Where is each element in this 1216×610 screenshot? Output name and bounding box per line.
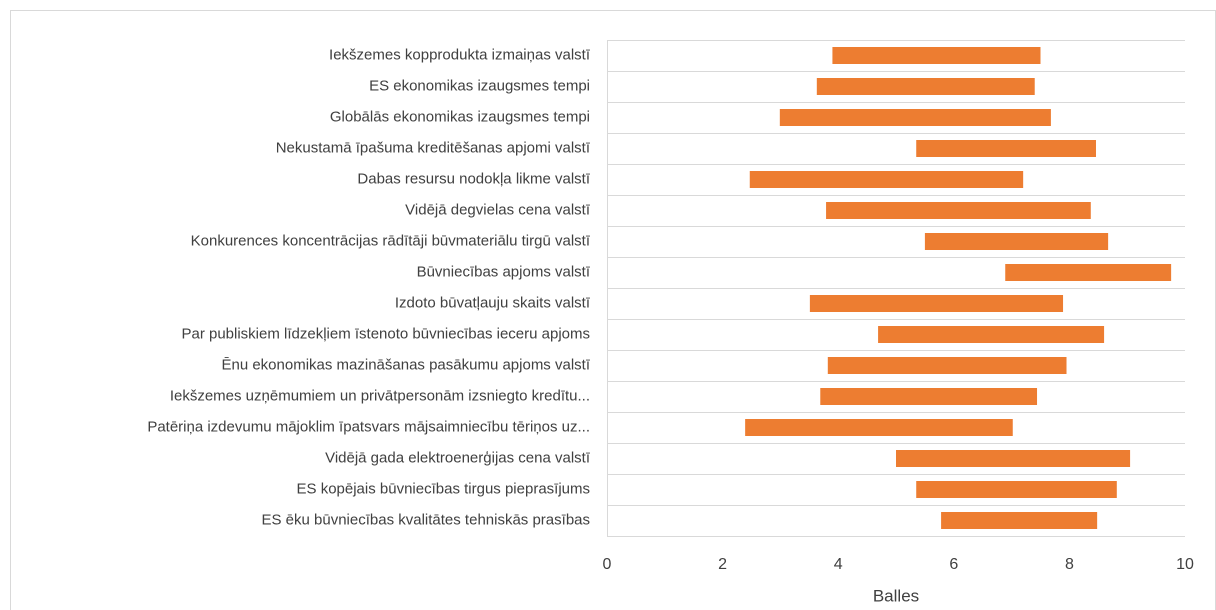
x-tick-label: 10 (1176, 556, 1194, 573)
category-label: Vidējā gada elektroenerģijas cena valstī (325, 449, 591, 466)
category-label: Nekustamā īpašuma kreditēšanas apjomi va… (276, 139, 591, 156)
x-tick-label: 2 (718, 556, 727, 573)
bar (896, 450, 1131, 467)
bar (816, 78, 1035, 95)
bar (832, 47, 1041, 64)
category-label: Par publiskiem līdzekļiem īstenoto būvni… (181, 325, 590, 342)
category-label: Globālās ekonomikas izaugsmes tempi (330, 108, 590, 125)
bar (1005, 264, 1172, 281)
bar (820, 388, 1038, 405)
bar (827, 357, 1067, 374)
category-label: Iekšzemes kopprodukta izmaiņas valstī (329, 46, 591, 63)
bar (809, 295, 1064, 312)
category-label: Iekšzemes uzņēmumiem un privātpersonām i… (170, 387, 590, 404)
bar (916, 140, 1096, 157)
bar (745, 419, 1013, 436)
x-tick-label: 6 (949, 556, 958, 573)
category-label: ES ēku būvniecības kvalitātes tehniskās … (261, 511, 590, 528)
x-axis-label: Balles (873, 586, 919, 605)
category-label: ES ekonomikas izaugsmes tempi (369, 77, 590, 94)
bar (941, 512, 1098, 529)
bar (878, 326, 1105, 343)
category-label: Ēnu ekonomikas mazināšanas pasākumu apjo… (221, 356, 590, 373)
bar (916, 481, 1117, 498)
bar (779, 109, 1051, 126)
category-label: Patēriņa izdevumu mājoklim īpatsvars māj… (147, 418, 590, 435)
x-tick-label: 4 (834, 556, 843, 573)
category-label: Dabas resursu nodokļa likme valstī (357, 170, 590, 187)
x-tick-label: 8 (1065, 556, 1074, 573)
category-label: Konkurences koncentrācijas rādītāji būvm… (191, 232, 591, 249)
category-label: Būvniecības apjoms valstī (417, 263, 591, 280)
bar (749, 171, 1024, 188)
bar (826, 202, 1091, 219)
category-label: Vidējā degvielas cena valstī (405, 201, 591, 218)
category-label: ES kopējais būvniecības tirgus pieprasīj… (297, 480, 590, 497)
category-label: Izdoto būvatļauju skaits valstī (395, 294, 591, 311)
bar (924, 233, 1109, 250)
x-tick-label: 0 (603, 556, 612, 573)
